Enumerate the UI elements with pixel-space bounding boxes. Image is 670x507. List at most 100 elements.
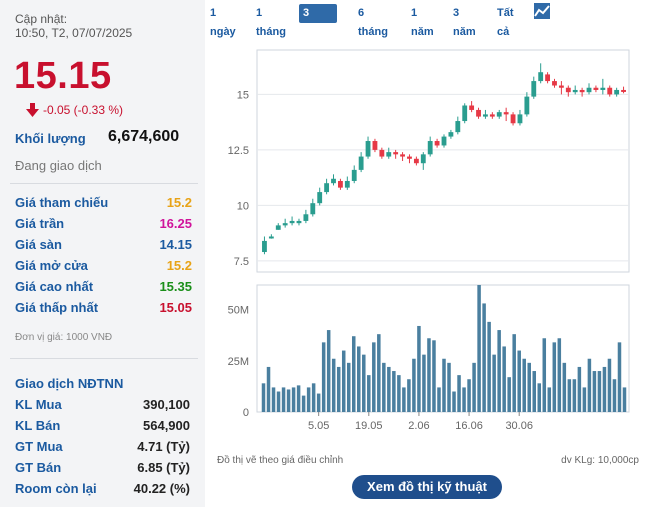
- volume-bar: [622, 387, 627, 412]
- candle-body: [614, 89, 620, 95]
- price-row: Giá thấp nhất 15.05: [15, 300, 192, 318]
- price-row-value: 14.15: [159, 237, 192, 252]
- volume-bar: [442, 358, 446, 412]
- volume-bar: [612, 379, 617, 412]
- candle-body: [600, 87, 606, 90]
- volume-bar: [427, 338, 431, 412]
- tab-period[interactable]: 3 tháng: [299, 4, 337, 38]
- volume-bar: [567, 379, 572, 412]
- volume-bar: [447, 362, 451, 412]
- candle-body: [358, 156, 364, 170]
- volume-bar: [306, 387, 311, 412]
- volume-bar: [497, 330, 501, 412]
- volume-bar: [577, 366, 582, 412]
- volume-bar: [271, 387, 276, 412]
- technical-chart-button[interactable]: Xem đồ thị kỹ thuật: [352, 475, 502, 499]
- price-row: Giá cao nhất 15.35: [15, 279, 192, 297]
- volume-bar: [492, 354, 496, 412]
- price-volume-chart: 7.5 10 12.5 15 0 25M 50M 5.05 19.05 2.06 16.06 30.0…: [228, 49, 630, 432]
- unit-note: Đơn vị giá: 1000 VNĐ: [15, 332, 113, 343]
- candle-body: [268, 236, 274, 239]
- volume-bar: [392, 371, 396, 412]
- foreign-row-label: KL Mua: [15, 397, 62, 412]
- volume-bar: [266, 366, 271, 412]
- volume-bar: [587, 358, 592, 412]
- candle-body: [538, 72, 544, 82]
- candle-body: [337, 180, 343, 188]
- volume-bar: [261, 383, 266, 412]
- tab-period[interactable]: 6 tháng: [358, 7, 388, 38]
- foreign-row-value: 4.71 (Tỷ): [137, 439, 190, 454]
- volume-value: 6,674,600: [108, 128, 180, 145]
- price-row-label: Giá trần: [15, 216, 65, 231]
- volume-bar: [477, 285, 481, 412]
- volume-bar: [397, 375, 401, 412]
- foreign-row-value: 6.85 (Tỷ): [137, 460, 190, 475]
- volume-bar: [537, 383, 542, 412]
- down-arrow-icon: [26, 103, 39, 117]
- chart-type-icon[interactable]: [534, 3, 550, 19]
- x-tick-label: 16.06: [455, 420, 483, 432]
- volume-bar: [291, 387, 296, 412]
- volume-bar: [572, 379, 577, 412]
- tab-period[interactable]: Tất cả: [497, 7, 514, 38]
- candle-body: [386, 152, 392, 157]
- volume-bar: [547, 387, 552, 412]
- price-row-label: Giá tham chiếu: [15, 195, 109, 210]
- price-plot-area: [256, 49, 630, 273]
- candle-body: [503, 112, 509, 115]
- volume-bar: [562, 362, 567, 412]
- candle-body: [331, 178, 336, 184]
- volume-bar: [462, 387, 466, 412]
- price-row: Giá sàn 14.15: [15, 237, 192, 255]
- volume-bar: [351, 336, 356, 412]
- volume-label: Khối lượng: [15, 131, 86, 146]
- tab-period[interactable]: 3 năm: [453, 7, 476, 38]
- candle-body: [524, 96, 530, 115]
- foreign-row-value: 564,900: [143, 418, 190, 433]
- tab-period[interactable]: 1 ngày: [210, 7, 236, 38]
- candle-body: [448, 132, 454, 137]
- volume-bar: [362, 354, 366, 412]
- volume-bar: [412, 358, 416, 412]
- candle-body: [565, 87, 571, 93]
- tab-period[interactable]: 1 tháng: [256, 7, 286, 38]
- volume-bar: [321, 342, 326, 412]
- candle-body: [531, 81, 537, 97]
- candle-body: [289, 220, 295, 224]
- candle-body: [400, 154, 405, 157]
- volume-bar: [296, 385, 301, 412]
- tab-period[interactable]: 1 năm: [411, 7, 434, 38]
- candle-body: [262, 240, 267, 253]
- candle-body: [317, 192, 323, 204]
- price-tick-label: 12.5: [228, 145, 249, 157]
- candle-body: [372, 141, 378, 150]
- volume-bar: [522, 358, 526, 412]
- chart-panel: 1 ngày 1 tháng 3 tháng 6 tháng 1 năm 3 năm Tất…: [205, 0, 670, 507]
- price-change: -0.05 (-0.33 %): [26, 103, 123, 117]
- volume-bar: [437, 387, 441, 412]
- volume-bar: [602, 366, 607, 412]
- candle-body: [393, 152, 399, 155]
- candle-body: [413, 158, 419, 164]
- volume-bar: [357, 346, 361, 412]
- volume-bar: [527, 362, 531, 412]
- volume-bar: [597, 371, 602, 412]
- price-tick-label: 15: [237, 89, 249, 101]
- candle-body: [510, 114, 516, 124]
- candle-body: [462, 105, 468, 122]
- price-row-label: Giá mở cửa: [15, 258, 88, 273]
- volume-bar: [387, 366, 391, 412]
- candle-body: [344, 180, 350, 188]
- volume-bar: [517, 350, 521, 412]
- volume-bar: [336, 366, 341, 412]
- volume-bar: [346, 362, 351, 412]
- volume-bar: [281, 387, 286, 412]
- candle-body: [621, 89, 626, 92]
- volume-bar: [472, 362, 476, 412]
- volume-bar: [311, 383, 316, 412]
- volume-bar: [417, 325, 421, 412]
- candle-body: [427, 141, 433, 155]
- candle-body: [489, 114, 495, 117]
- price-row-label: Giá sàn: [15, 237, 62, 252]
